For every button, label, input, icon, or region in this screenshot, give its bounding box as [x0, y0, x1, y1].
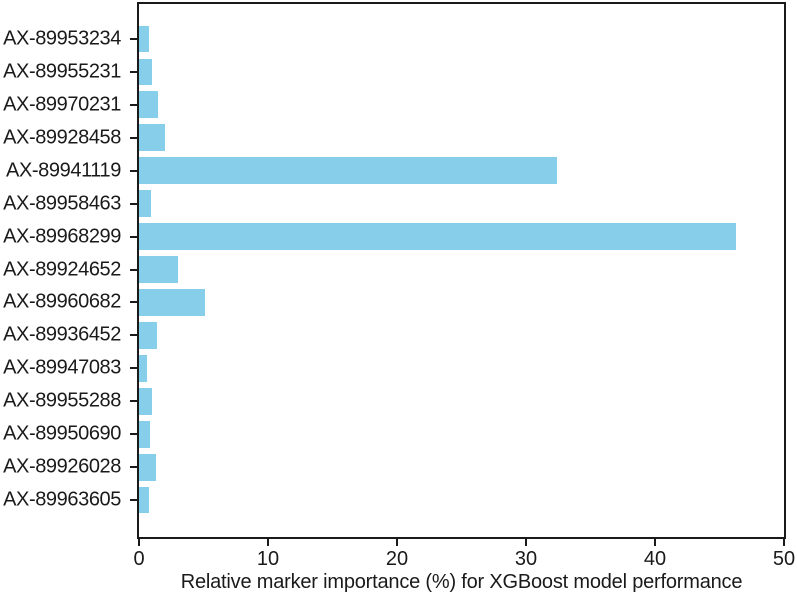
x-tick-label: 20	[385, 548, 409, 570]
y-tick-label: AX-89958463	[3, 192, 121, 215]
bar	[139, 355, 147, 382]
bar	[139, 322, 158, 349]
bar	[139, 223, 737, 250]
bar	[139, 157, 557, 184]
y-tick-label: AX-89928458	[3, 126, 121, 149]
x-tick-label: 30	[514, 548, 538, 570]
y-axis-tick	[130, 400, 137, 403]
bar	[139, 25, 149, 53]
plot-area	[137, 2, 786, 539]
y-axis-tick	[130, 367, 137, 370]
y-axis-tick	[130, 433, 137, 436]
y-axis-tick	[130, 202, 137, 205]
y-tick-label: AX-89968299	[3, 225, 121, 248]
y-tick-label: AX-89955231	[3, 60, 121, 83]
y-axis-tick	[130, 235, 137, 238]
y-axis-tick	[130, 103, 137, 106]
y-axis-tick	[130, 499, 137, 502]
x-axis-tick	[267, 539, 269, 546]
y-tick-label: AX-89926028	[3, 455, 121, 478]
bar	[139, 91, 159, 118]
y-tick-label: AX-89970231	[3, 93, 121, 116]
x-axis-title: Relative marker importance (%) for XGBoo…	[180, 571, 743, 593]
bar	[139, 486, 149, 514]
bar	[139, 124, 165, 151]
y-tick-label: AX-89950690	[3, 422, 121, 445]
y-axis-tick	[130, 301, 137, 304]
bar	[139, 190, 151, 217]
x-tick-label: 0	[133, 548, 145, 570]
y-tick-label: AX-89963605	[3, 488, 121, 511]
x-tick-label: 40	[643, 548, 667, 570]
y-tick-label: AX-89953234	[3, 27, 121, 50]
x-axis-tick	[654, 539, 656, 546]
y-tick-label: AX-89960682	[3, 290, 121, 313]
y-axis-tick	[130, 70, 137, 73]
bar	[139, 256, 178, 283]
bar	[139, 289, 205, 316]
y-tick-label: AX-89955288	[3, 389, 121, 412]
bar	[139, 454, 157, 481]
x-tick-label: 10	[256, 548, 280, 570]
y-tick-label: AX-89941119	[6, 159, 121, 182]
x-axis-tick	[396, 539, 398, 546]
y-tick-label: AX-89924652	[3, 258, 121, 281]
y-axis-tick	[130, 169, 137, 172]
x-tick-label: 50	[772, 548, 796, 570]
y-axis-tick	[130, 268, 137, 271]
x-axis-tick	[783, 539, 785, 546]
x-axis-tick	[138, 539, 140, 546]
x-axis-tick	[525, 539, 527, 546]
y-axis-tick	[130, 37, 137, 40]
y-axis-tick	[130, 136, 137, 139]
y-tick-label: AX-89936452	[3, 323, 121, 346]
bar	[139, 388, 152, 415]
y-tick-label: AX-89947083	[3, 356, 121, 379]
y-axis-tick	[130, 466, 137, 469]
bar	[139, 58, 152, 85]
y-axis-tick	[130, 334, 137, 337]
bar	[139, 421, 150, 448]
